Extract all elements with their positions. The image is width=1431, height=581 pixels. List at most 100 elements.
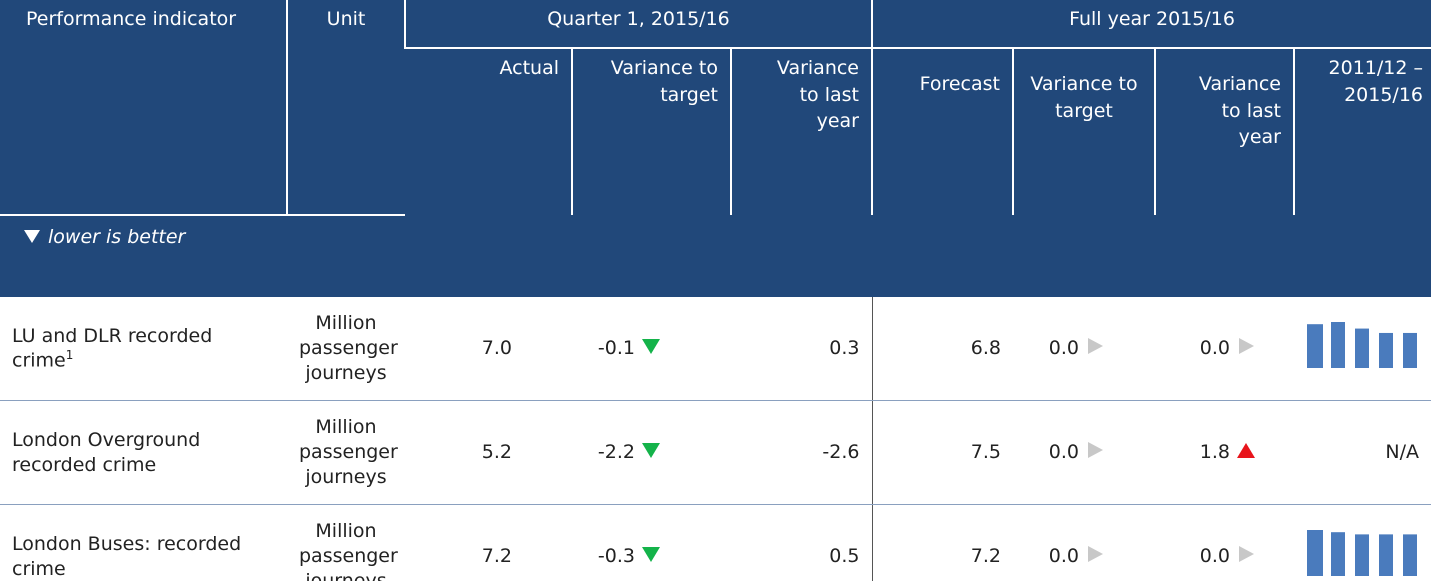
header-cell: 2011/12 – 2015/16 [1292, 48, 1431, 215]
status-icon [1088, 546, 1103, 563]
value-cell: 6.8 [871, 297, 1013, 401]
unit-cell: Million passenger journeys [287, 297, 405, 401]
sparkline [1307, 530, 1418, 577]
arrow [642, 443, 660, 459]
note-row: lower is better [0, 215, 1431, 297]
header-cell: Variance to target [1012, 48, 1155, 215]
header-cell: Variance to last year [1154, 48, 1294, 215]
history-label: N/A [1385, 441, 1420, 464]
table-row: London Overground recorded crime Million … [0, 400, 1431, 505]
sparkline [1307, 322, 1418, 369]
value: 0.0 [1048, 337, 1079, 360]
status-icon [1239, 546, 1254, 563]
history-bar [1379, 333, 1394, 369]
status-icon [1088, 442, 1103, 459]
value: 0.0 [1199, 545, 1230, 568]
arrow [1237, 443, 1255, 459]
footnote: 1 [65, 348, 74, 363]
value-cell: 1.8 [1155, 400, 1294, 505]
header-cell: Forecast [871, 48, 1013, 215]
value: -2.6 [822, 441, 860, 464]
value: -2.2 [597, 441, 635, 464]
value: 7.5 [970, 441, 1001, 464]
indicator-cell: London Overground recorded crime [0, 400, 287, 505]
down-icon [24, 230, 40, 243]
status-icon [1237, 443, 1255, 459]
value-cell: -2.2 [572, 400, 731, 505]
history-bar [1403, 333, 1418, 369]
indicator: LU and DLR recorded crime [12, 324, 213, 372]
status-icon [1239, 338, 1254, 355]
value-cell: 7.2 [871, 504, 1013, 581]
history-bar [1379, 534, 1394, 577]
history-bar [1331, 322, 1346, 369]
value: 0.0 [1199, 337, 1230, 360]
value-cell: 7.2 [405, 505, 572, 581]
value-cell: -2.6 [731, 400, 872, 505]
header-cell: Unit [286, 0, 405, 216]
value: 7.0 [481, 337, 512, 360]
history-cell: N/A [1294, 400, 1431, 505]
value-cell: 0.0 [1155, 505, 1294, 581]
value: 6.8 [970, 337, 1001, 360]
value-cell: 7.0 [405, 297, 572, 401]
value-cell: -0.3 [572, 505, 731, 581]
status-icon [642, 443, 660, 459]
value-cell: 0.0 [1155, 297, 1294, 401]
value: 0.0 [1048, 441, 1079, 464]
history-bar [1355, 328, 1370, 369]
note: lower is better [48, 226, 186, 248]
header-cell: Variance to target [571, 48, 731, 215]
arrow [642, 547, 660, 563]
history-bar [1307, 324, 1324, 369]
note-cell: lower is better [0, 215, 1431, 297]
value-cell: 5.2 [405, 400, 572, 505]
history-cell [1294, 505, 1431, 581]
indicator-cell: LU and DLR recorded crime1 [0, 297, 287, 401]
history-bar [1355, 534, 1370, 577]
header-cell: Variance to last year [730, 48, 872, 215]
header-row: Performance indicator Unit Quarter 1, 20… [0, 0, 1431, 216]
history-cell [1294, 297, 1431, 401]
value: 0.3 [829, 337, 860, 360]
value: 7.2 [481, 545, 512, 568]
value-cell: 0.0 [1013, 400, 1155, 505]
indicator-cell: London Buses: recorded crime [0, 505, 287, 581]
arrow [1239, 546, 1254, 563]
value-cell: 0.5 [731, 505, 872, 581]
value-cell: -0.1 [572, 297, 731, 401]
status-icon [642, 339, 660, 355]
history-bar [1403, 534, 1418, 577]
history-bar [1331, 532, 1346, 577]
value-cell: 0.3 [731, 297, 872, 401]
arrow [1239, 338, 1254, 355]
arrow [1088, 442, 1103, 459]
value: 0.0 [1048, 545, 1079, 568]
value: 5.2 [481, 441, 512, 464]
value-cell: 0.0 [1013, 297, 1155, 401]
status-icon [1088, 338, 1103, 355]
history-bar [1307, 530, 1324, 577]
value: 0.5 [829, 545, 860, 568]
table-row: London Buses: recorded crime Million pass… [0, 504, 1431, 581]
header-cell: Performance indicator [0, 0, 287, 216]
arrow [642, 339, 660, 355]
arrow [1088, 546, 1103, 563]
value-cell: 0.0 [1013, 505, 1155, 581]
header-row: Actual Variance to target Variance to la… [0, 48, 1431, 215]
value: 7.2 [970, 545, 1001, 568]
indicator: London Overground recorded crime [12, 428, 201, 476]
value: -0.1 [597, 337, 635, 360]
status-icon [642, 547, 660, 563]
header-cell: Full year 2015/16 [870, 0, 1431, 49]
unit-cell: Million passenger journeys [299, 520, 398, 581]
indicator: London Buses: recorded crime [12, 532, 242, 580]
unit-cell: Million passenger journeys [287, 400, 405, 505]
table-row: LU and DLR recorded crime1 Million passen… [0, 297, 1431, 401]
value: 1.8 [1199, 441, 1230, 464]
value: -0.3 [597, 545, 635, 568]
header-cell: Actual [405, 48, 572, 215]
header-cell: Quarter 1, 2015/16 [404, 0, 872, 49]
